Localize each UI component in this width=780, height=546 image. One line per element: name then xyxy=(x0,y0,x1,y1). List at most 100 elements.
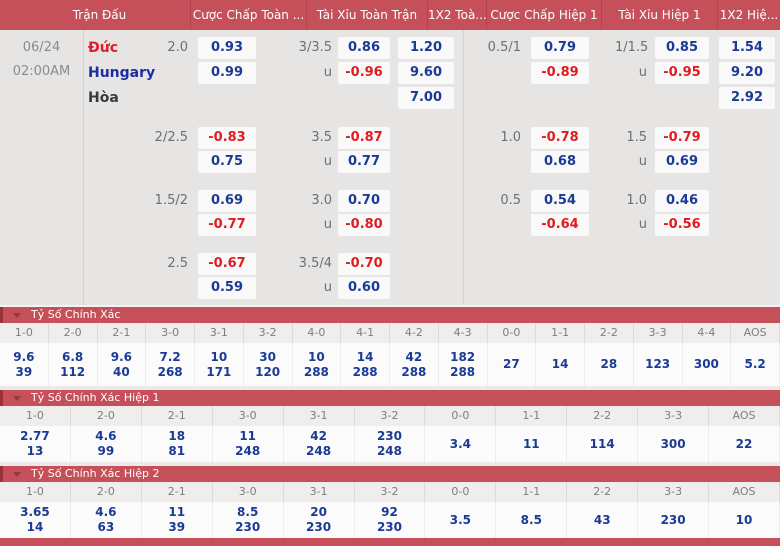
score-column: 4-0 10 288 xyxy=(292,323,342,386)
score-odds[interactable]: 10 171 xyxy=(195,343,244,386)
odds-row: 0.59 u 0.60 xyxy=(150,277,780,299)
odds-cell[interactable]: 0.75 xyxy=(198,151,256,173)
odds-cell[interactable]: 0.69 xyxy=(198,190,256,212)
score-odds[interactable]: 8.5 230 xyxy=(212,502,284,538)
odds-cell[interactable]: 0.60 xyxy=(338,277,390,299)
score-odds[interactable]: 230 xyxy=(638,502,710,538)
header-h1-handicap: Cược Chấp Hiệp 1 xyxy=(486,0,601,30)
header-ft-1x2: 1X2 Toà... xyxy=(427,0,486,30)
away-team-label: Hungary xyxy=(88,65,156,81)
odds-cell[interactable]: 0.54 xyxy=(531,190,589,212)
odds-cell[interactable]: 2.92 xyxy=(719,87,775,109)
odds-cell[interactable]: -0.64 xyxy=(531,214,589,236)
score-odds[interactable]: 10 288 xyxy=(292,343,342,386)
under-label: u xyxy=(638,217,647,232)
odds-cell[interactable]: 0.99 xyxy=(198,62,256,84)
odds-cell[interactable]: 7.00 xyxy=(398,87,454,109)
odds-cell[interactable]: -0.78 xyxy=(531,127,589,149)
score-odds[interactable]: 11 248 xyxy=(212,426,284,462)
score-column: 3-3 123 xyxy=(633,323,683,386)
score-odds[interactable]: 20 230 xyxy=(283,502,355,538)
odds-cell[interactable]: 0.93 xyxy=(198,37,256,59)
odds-cell[interactable]: -0.89 xyxy=(531,62,589,84)
odds-cell[interactable]: 0.85 xyxy=(655,37,709,59)
correct-score-h2-header-bar[interactable]: Tỷ Số Chính Xác Hiệp 2 xyxy=(0,466,780,482)
score-column: 1-0 3.65 14 xyxy=(0,482,71,538)
score-odds[interactable]: 300 xyxy=(638,426,710,462)
ft-handicap-line: 2.5 xyxy=(167,256,188,271)
odds-cell[interactable]: 9.60 xyxy=(398,62,454,84)
score-odds[interactable]: 3.65 14 xyxy=(0,502,71,538)
odds-cell[interactable]: -0.67 xyxy=(198,253,256,275)
score-odds[interactable]: 5.2 xyxy=(731,343,780,386)
score-odds[interactable]: 230 248 xyxy=(354,426,426,462)
score-odds[interactable]: 14 xyxy=(536,343,585,386)
divider xyxy=(0,462,780,466)
score-odds[interactable]: 42 288 xyxy=(390,343,439,386)
score-odds[interactable]: 9.6 39 xyxy=(0,343,49,386)
score-odds[interactable]: 42 248 xyxy=(283,426,355,462)
odds-cell[interactable]: 1.54 xyxy=(719,37,775,59)
score-odds[interactable]: 182 288 xyxy=(438,343,488,386)
odds-cell[interactable]: 0.86 xyxy=(338,37,390,59)
odds-cell[interactable]: -0.83 xyxy=(198,127,256,149)
score-odds[interactable]: 123 xyxy=(633,343,683,386)
odds-cell[interactable]: -0.87 xyxy=(338,127,390,149)
correct-score-full-header-bar[interactable]: Tỷ Số Chính Xác xyxy=(0,307,780,323)
score-odds[interactable]: 7.2 268 xyxy=(146,343,195,386)
market-header-bar: Trận Đấu Cược Chấp Toàn ... Tài Xỉu Toàn… xyxy=(0,0,780,30)
ft-total-line: 3/3.5 xyxy=(298,40,332,55)
odds-cell[interactable]: 0.79 xyxy=(531,37,589,59)
odds-cell[interactable]: -0.56 xyxy=(655,214,709,236)
score-odds[interactable]: 43 xyxy=(567,502,639,538)
score-column: 3-1 42 248 xyxy=(283,406,355,462)
odds-cell[interactable]: 0.77 xyxy=(338,151,390,173)
odds-cell[interactable]: -0.70 xyxy=(338,253,390,275)
score-odds[interactable]: 18 81 xyxy=(141,426,213,462)
odds-cell[interactable]: -0.95 xyxy=(655,62,709,84)
score-odds[interactable]: 27 xyxy=(487,343,537,386)
odds-cell[interactable]: 0.70 xyxy=(338,190,390,212)
odds-cell[interactable]: 0.46 xyxy=(655,190,709,212)
score-header: 4-4 xyxy=(682,323,732,343)
score-odds[interactable]: 22 xyxy=(709,426,780,462)
odds-cell[interactable]: -0.77 xyxy=(198,214,256,236)
ft-handicap-line: 2/2.5 xyxy=(154,130,188,145)
score-odds[interactable]: 4.6 63 xyxy=(70,502,142,538)
score-odds[interactable]: 14 288 xyxy=(341,343,390,386)
score-header: 4-3 xyxy=(438,323,488,343)
score-odds[interactable]: 8.5 xyxy=(496,502,568,538)
score-odds[interactable]: 6.8 112 xyxy=(48,343,98,386)
score-odds[interactable]: 11 39 xyxy=(141,502,213,538)
score-odds[interactable]: 9.6 40 xyxy=(97,343,147,386)
match-odds-block: 06/24 02:00AM Đức Hungary Hòa 2.0 0.93 3… xyxy=(0,30,780,305)
score-odds[interactable]: 300 xyxy=(682,343,732,386)
odds-row: 2/2.5 -0.83 3.5 -0.87 1.0 -0.78 1.5 -0.7… xyxy=(150,127,780,149)
odds-cell[interactable]: -0.80 xyxy=(338,214,390,236)
h1-total-line: 1/1.5 xyxy=(615,40,649,55)
score-odds[interactable]: 10 xyxy=(709,502,780,538)
score-odds[interactable]: 3.5 xyxy=(425,502,497,538)
score-header: 2-2 xyxy=(567,406,639,426)
odds-cell[interactable]: 9.20 xyxy=(719,62,775,84)
odds-cell[interactable]: 0.69 xyxy=(655,151,709,173)
odds-cell[interactable]: -0.96 xyxy=(338,62,390,84)
score-odds[interactable]: 3.4 xyxy=(425,426,497,462)
score-column: 3-3 230 xyxy=(638,482,710,538)
odds-cell[interactable]: 1.20 xyxy=(398,37,454,59)
odds-cell[interactable]: 0.59 xyxy=(198,277,256,299)
correct-score-h1-header-bar[interactable]: Tỷ Số Chính Xác Hiệp 1 xyxy=(0,390,780,406)
odds-cell[interactable]: -0.79 xyxy=(655,127,709,149)
score-header: 1-0 xyxy=(0,406,71,426)
score-odds[interactable]: 4.6 99 xyxy=(70,426,142,462)
score-odds[interactable]: 30 120 xyxy=(243,343,293,386)
score-odds[interactable]: 2.77 13 xyxy=(0,426,71,462)
score-odds[interactable]: 28 xyxy=(585,343,634,386)
correct-score-h1-table: 1-0 2.77 13 2-0 4.6 99 2-1 xyxy=(0,406,780,462)
odds-cell[interactable]: 0.68 xyxy=(531,151,589,173)
score-odds[interactable]: 114 xyxy=(567,426,639,462)
score-odds[interactable]: 11 xyxy=(496,426,568,462)
next-section-bar-cutoff xyxy=(0,538,780,546)
score-odds[interactable]: 92 230 xyxy=(354,502,426,538)
